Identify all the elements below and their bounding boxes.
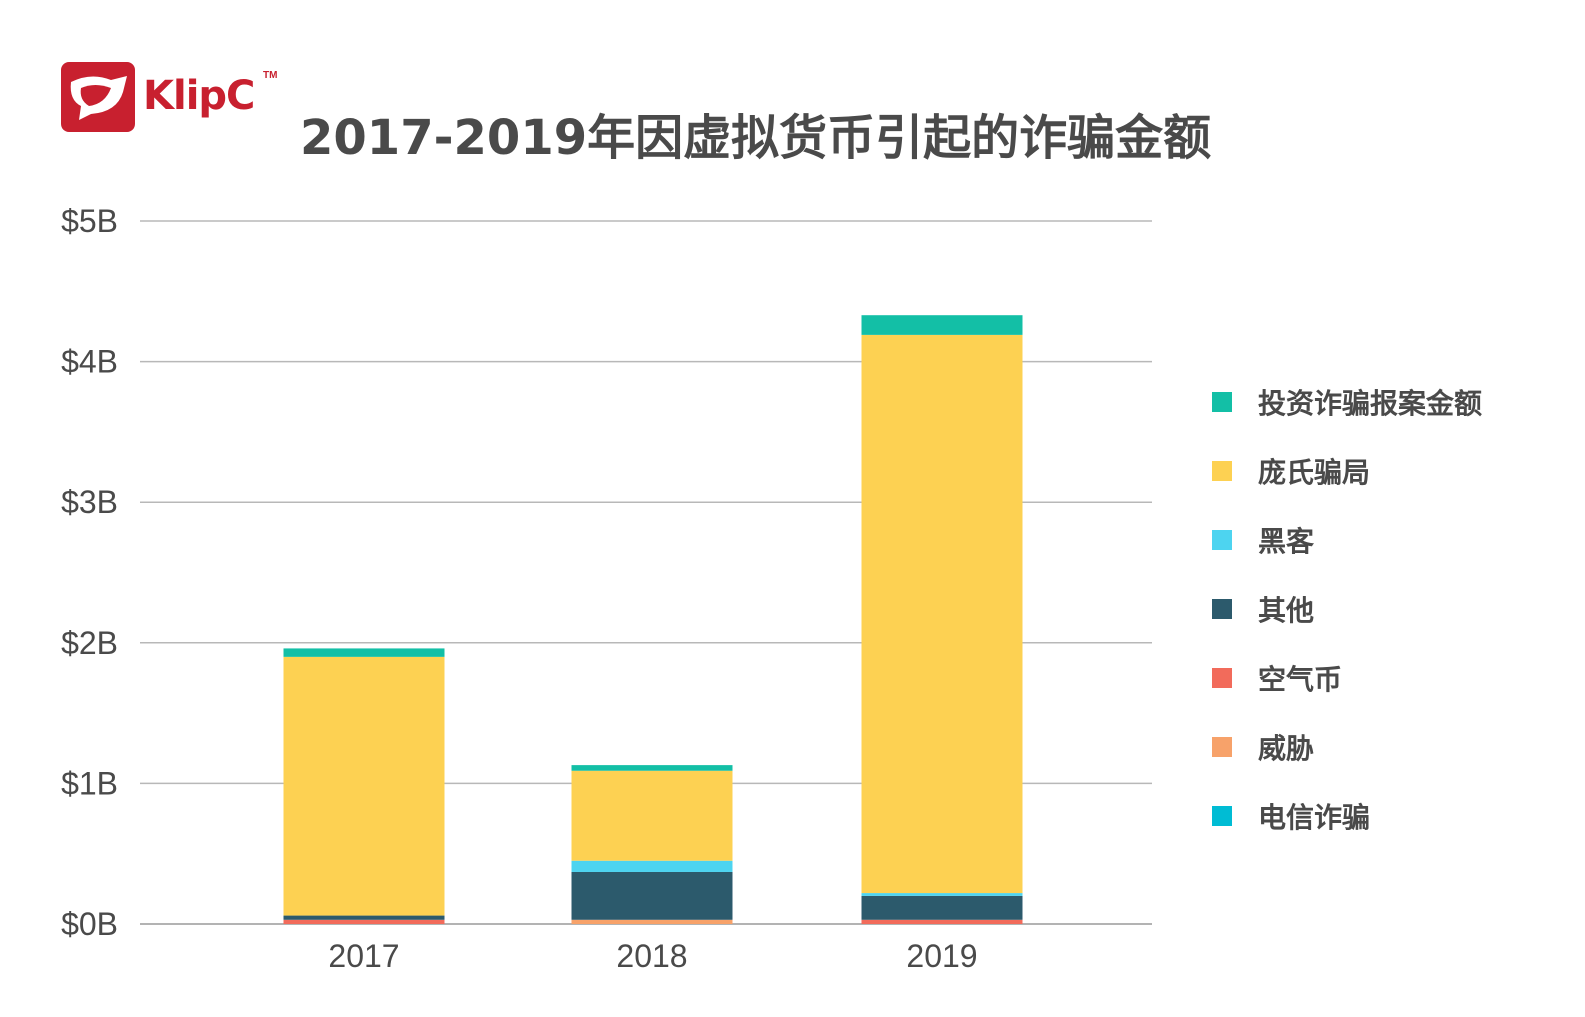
legend-label: 庞氏骗局 — [1258, 456, 1371, 489]
klipc-logo: KlipC TM — [61, 62, 286, 134]
y-tick-label: $2B — [61, 625, 118, 661]
bar-segment — [861, 315, 1023, 335]
legend-swatch — [1212, 599, 1232, 619]
y-tick-label: $5B — [61, 203, 118, 239]
legend-swatch — [1212, 392, 1232, 412]
bar-segment — [571, 919, 733, 924]
legend-label: 黑客 — [1258, 525, 1315, 558]
y-tick-label: $3B — [61, 484, 118, 520]
legend-item: 空气币 — [1212, 658, 1342, 698]
legend-item: 威胁 — [1212, 727, 1314, 767]
bar-segment — [283, 919, 445, 924]
legend-swatch — [1212, 806, 1232, 826]
legend-item: 电信诈骗 — [1212, 796, 1370, 836]
bar-segment — [571, 765, 733, 771]
legend-label: 威胁 — [1258, 732, 1315, 765]
bar-segment — [571, 860, 733, 872]
bar-segment — [861, 893, 1023, 896]
klipc-logo-mark — [61, 62, 135, 132]
x-tick-label: 2018 — [616, 938, 687, 974]
y-tick-label: $1B — [61, 765, 118, 801]
bar-segment — [571, 770, 733, 861]
bar-segment — [861, 334, 1023, 894]
legend-swatch — [1212, 461, 1232, 481]
x-tick-label: 2019 — [906, 938, 977, 974]
trademark-symbol: TM — [263, 70, 278, 81]
legend-item: 黑客 — [1212, 520, 1314, 560]
bar-segment — [283, 915, 445, 920]
legend-item: 其他 — [1212, 589, 1314, 629]
legend-swatch — [1212, 530, 1232, 550]
bar-segment — [571, 871, 733, 920]
legend-swatch — [1212, 737, 1232, 757]
legend-label: 空气币 — [1258, 663, 1343, 696]
legend-label: 投资诈骗报案金额 — [1258, 387, 1483, 420]
legend-label: 其他 — [1258, 594, 1315, 627]
x-tick-label: 2017 — [328, 938, 399, 974]
bar-segment — [283, 656, 445, 916]
ribbon-icon — [70, 76, 127, 120]
legend-swatch — [1212, 668, 1232, 688]
legend-item: 庞氏骗局 — [1212, 451, 1370, 491]
y-tick-label: $4B — [61, 344, 118, 380]
klipc-logo-text: KlipC — [143, 73, 255, 119]
legend-label: 电信诈骗 — [1258, 801, 1371, 834]
bar-segment — [283, 648, 445, 657]
bar-segment — [861, 919, 1023, 924]
y-tick-label: $0B — [61, 906, 118, 942]
legend-item: 投资诈骗报案金额 — [1212, 382, 1482, 422]
chart-title: 2017-2019年因虚拟货币引起的诈骗金额 — [300, 110, 1212, 166]
bar-segment — [861, 895, 1023, 920]
